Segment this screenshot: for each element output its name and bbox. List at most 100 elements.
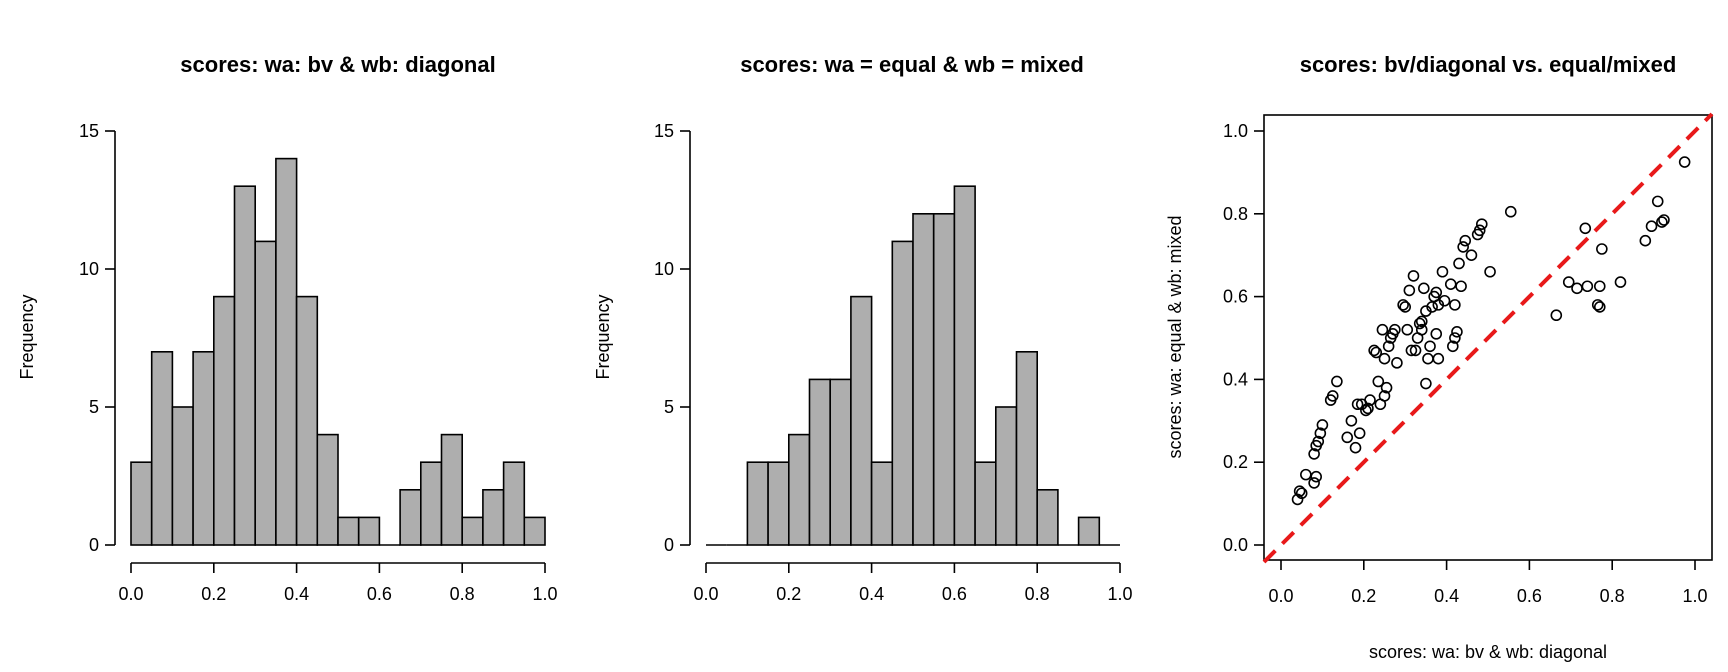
scatter-point	[1656, 216, 1668, 228]
scatter-point	[1293, 485, 1306, 497]
x-tick-label: 0.4	[859, 584, 884, 604]
histogram-bar	[953, 185, 976, 546]
scatter-point	[1579, 222, 1592, 235]
y-axis-label-2: Frequency	[593, 294, 613, 379]
scatter-point	[1310, 470, 1322, 483]
scatter-point	[1424, 340, 1436, 353]
y-tick-label: 0.2	[1223, 452, 1248, 472]
y-tick-label: 0.8	[1223, 204, 1248, 224]
x-tick-label: 0.6	[942, 584, 967, 604]
scatter-point	[1449, 332, 1461, 344]
scatter-point	[1326, 390, 1339, 402]
scatter-point	[1401, 323, 1414, 336]
scatter-point	[1571, 282, 1583, 295]
y-tick-label: 0	[89, 535, 99, 555]
x-tick-label: 0.8	[1600, 586, 1625, 606]
histogram-bar	[233, 185, 257, 546]
histogram-bar	[337, 516, 360, 546]
scatter-point	[1436, 265, 1449, 278]
histogram-bar	[254, 240, 277, 546]
scatter-point	[1455, 280, 1467, 293]
histogram-bar	[482, 488, 505, 546]
scatter-point	[1362, 402, 1374, 415]
histogram-bar	[1015, 350, 1039, 546]
scatter-point	[1639, 234, 1652, 247]
scatter-point	[1678, 156, 1691, 168]
scatter-point	[1308, 448, 1320, 460]
scatter-point	[1405, 344, 1418, 357]
x-tick-label: 0.4	[284, 584, 309, 604]
plot-frame	[1263, 114, 1713, 561]
x-tick-label: 0.0	[118, 584, 143, 604]
x-tick-label: 1.0	[1682, 586, 1707, 606]
x-tick-label: 0.6	[367, 584, 392, 604]
scatter-point	[1397, 299, 1409, 311]
histogram-bar	[891, 240, 914, 546]
scatter-point	[1345, 414, 1358, 427]
scatter-point	[1457, 241, 1469, 253]
scatter-point	[1382, 340, 1395, 353]
scatter-point	[1403, 284, 1416, 297]
y-tick-label: 5	[89, 397, 99, 417]
scatter-point	[1473, 224, 1486, 237]
histogram-bar	[399, 488, 422, 546]
histogram-bar	[150, 350, 174, 546]
scatter-point	[1308, 477, 1320, 489]
scatter-point	[1449, 299, 1461, 311]
scatter-point	[1453, 257, 1465, 270]
histogram-bar	[767, 461, 790, 546]
scatter-point	[1444, 278, 1457, 290]
scatter-point	[1349, 441, 1362, 454]
scatter-point	[1380, 381, 1393, 394]
x-tick-label: 0.2	[1351, 586, 1376, 606]
scatter-point	[1415, 315, 1428, 328]
scatter-point	[1420, 377, 1432, 390]
histogram-bar	[870, 461, 894, 546]
scatter-point	[1368, 344, 1380, 357]
y-tick-label: 0	[664, 535, 674, 555]
x-tick-label: 1.0	[1107, 584, 1132, 604]
scatter-point	[1562, 276, 1575, 288]
scatter-point	[1378, 352, 1391, 365]
histogram-panel-2: scores: wa = equal & wb = mixed Frequenc…	[593, 52, 1133, 604]
scatter-point	[1399, 301, 1411, 313]
scatter-point	[1596, 243, 1608, 255]
histogram-bar	[419, 461, 443, 546]
histogram-bar	[974, 461, 997, 546]
histogram-panel-1: scores: wa: bv & wb: diagonal Frequency …	[17, 52, 558, 604]
scatter-point	[1314, 427, 1327, 440]
scatter-point	[1295, 487, 1308, 500]
x-tick-label: 0.8	[450, 584, 475, 604]
scatter-point	[1331, 375, 1343, 388]
histogram-bar	[192, 350, 215, 546]
scatter-point	[1430, 286, 1443, 299]
y-tick-label: 0.0	[1223, 535, 1248, 555]
histogram-bar	[829, 378, 852, 546]
histogram-bar	[932, 213, 956, 546]
histogram-bar	[213, 295, 236, 546]
histogram-bar	[295, 295, 319, 546]
x-tick-label: 0.0	[1268, 586, 1293, 606]
scatter-point	[1413, 317, 1426, 330]
scatter-point	[1418, 282, 1430, 295]
scatter-point	[1378, 390, 1391, 402]
histogram-bar	[502, 461, 526, 546]
y-tick-label: 10	[79, 259, 99, 279]
scatter-point	[1658, 214, 1670, 226]
x-tick-label: 0.6	[1517, 586, 1542, 606]
y-tick-label: 0.6	[1223, 287, 1248, 307]
scatter-point	[1475, 218, 1488, 230]
scatter-point	[1353, 427, 1366, 440]
scatter-point	[1360, 404, 1372, 417]
scatter-point	[1422, 352, 1434, 365]
scatter-point	[1651, 195, 1664, 208]
x-tick-label: 0.2	[776, 584, 801, 604]
scatter-point	[1407, 270, 1420, 282]
scatter-point	[1316, 419, 1329, 431]
histogram-bar	[1077, 516, 1101, 546]
scatter-point	[1447, 340, 1459, 353]
histogram-bar	[316, 433, 339, 546]
y-axis-label-3: scores: wa: equal & wb: mixed	[1165, 215, 1185, 458]
histogram-bar	[130, 461, 153, 546]
